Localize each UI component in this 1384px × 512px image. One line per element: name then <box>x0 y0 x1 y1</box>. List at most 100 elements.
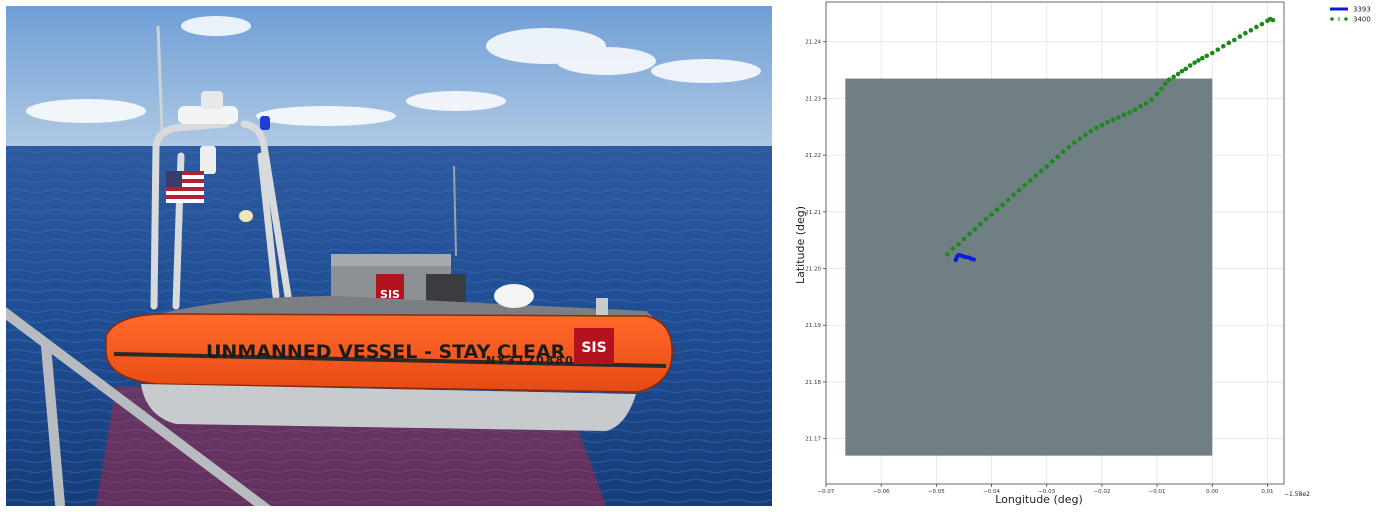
series-3400-point <box>1204 53 1210 59</box>
deck-post <box>596 298 608 318</box>
x-offset-label: −1.58e2 <box>1284 491 1310 498</box>
mast-light <box>239 210 253 222</box>
series-3400-point <box>1232 37 1237 43</box>
series-3400-point <box>983 216 989 222</box>
series-3400-point <box>1000 202 1005 208</box>
x-tick-label: −0.01 <box>1149 489 1166 495</box>
series-3400-point <box>1083 132 1088 137</box>
series-3400-point <box>1175 71 1181 77</box>
beacon-light <box>260 116 270 130</box>
series-3400-point <box>989 212 994 217</box>
hull-collar <box>105 313 673 393</box>
series-3400-point <box>1060 149 1066 155</box>
track-plot: −0.07 −0.06 −0.05 −0.04 −0.03 −0.02 −0.01 0.00 0… <box>790 0 1384 508</box>
y-tick-label: 21.17 <box>805 437 821 443</box>
series-3400-point <box>1110 117 1116 123</box>
series-3400-point <box>1105 119 1110 125</box>
vessel-photo: SIS UNMANNED VESSEL - STAY CLEAR NY31208… <box>6 6 772 506</box>
series-3400-point <box>1215 47 1221 52</box>
x-tick-label: −0.03 <box>1038 489 1055 495</box>
hull-logo <box>574 328 614 364</box>
series-3400-point <box>1132 107 1138 113</box>
series-3400-point <box>1254 24 1259 30</box>
x-tick-label: 0.00 <box>1206 489 1219 495</box>
x-tick-label: −0.07 <box>818 489 835 495</box>
series-3400-point <box>1027 178 1033 183</box>
series-layer <box>945 16 1276 263</box>
series-3400-point <box>994 207 1000 212</box>
region-layer <box>845 78 1213 456</box>
x-tick-label: −0.05 <box>928 489 945 495</box>
x-axis-label: Longitude (deg) <box>995 493 1083 506</box>
series-3400-point <box>1259 21 1265 27</box>
x-tick-label: −0.06 <box>873 489 890 495</box>
series-3400-point <box>1183 66 1189 72</box>
deck-dome <box>494 284 534 308</box>
legend-swatch-3400 <box>1344 17 1348 21</box>
series-3400-point <box>1149 97 1154 102</box>
series-3400-point <box>945 252 950 257</box>
series-3400-point <box>1143 101 1149 106</box>
y-tick-label: 21.23 <box>805 96 821 102</box>
y-tick-label: 21.18 <box>805 380 821 386</box>
series-3400-point <box>1171 74 1176 80</box>
hull-lower <box>141 384 636 431</box>
series-3400-point <box>1072 140 1077 145</box>
engine-logo-text: SIS <box>380 288 400 301</box>
y-tick-label: 21.19 <box>805 323 821 329</box>
x-tick-label: 0.01 <box>1261 489 1273 495</box>
series-3400-point <box>1237 34 1243 39</box>
legend: 3393 3400 <box>1330 6 1371 24</box>
series-3400-point <box>1121 112 1127 118</box>
series-3400-point <box>1066 144 1072 150</box>
x-tick-label: −0.02 <box>1093 489 1110 495</box>
mast-arch <box>150 120 292 310</box>
camera <box>200 146 216 174</box>
clouds <box>26 16 761 126</box>
y-tick-label: 21.24 <box>805 40 821 46</box>
vessel-photo-drawing: SIS UNMANNED VESSEL - STAY CLEAR NY31208… <box>6 6 772 506</box>
legend-label-3400: 3400 <box>1353 16 1371 24</box>
series-3400-point <box>1033 173 1038 178</box>
region-rect <box>845 78 1213 456</box>
series-3400-point <box>1154 91 1160 97</box>
y-tick-label: 21.20 <box>805 267 821 273</box>
series-3400-point <box>1138 104 1143 109</box>
legend-swatch-3400 <box>1330 17 1334 21</box>
series-3400-point <box>1248 28 1254 33</box>
series-3400-point <box>1005 197 1011 203</box>
series-3400-point <box>1226 40 1232 46</box>
series-3400-point <box>1166 77 1172 82</box>
series-3400-point <box>1038 168 1044 174</box>
series-3400-point <box>1055 154 1061 160</box>
series-3400-point <box>1192 60 1197 65</box>
hull-logo-text: SIS <box>581 340 606 356</box>
series-3400-point <box>1077 136 1083 141</box>
series-3400-point <box>1016 187 1022 193</box>
series-3400-point <box>1243 30 1248 36</box>
y-tick-label: 21.22 <box>805 153 821 159</box>
series-3400-point <box>1088 128 1094 134</box>
series-3400-point <box>1099 122 1105 128</box>
antenna <box>156 25 164 132</box>
series-3400-point <box>1049 159 1055 164</box>
legend-label-3393: 3393 <box>1353 6 1371 14</box>
series-3400-point <box>1011 192 1016 198</box>
us-flag <box>166 171 204 203</box>
series-3400-point <box>978 221 983 227</box>
series-3400-point <box>1179 68 1185 74</box>
track-plot-svg: −0.07 −0.06 −0.05 −0.04 −0.03 −0.02 −0.01 0.00 0… <box>794 1 1371 506</box>
series-3400-point <box>1044 164 1050 169</box>
hull-id: NY3120880 <box>486 354 575 367</box>
series-3400-point <box>1209 50 1215 56</box>
series-3393-line <box>953 252 976 263</box>
series-3400-point <box>1187 63 1193 68</box>
plot-frame <box>825 1 1285 485</box>
radar-top <box>201 91 223 109</box>
series-3400-point <box>950 246 956 251</box>
radar-dome <box>178 106 238 124</box>
series-3400-point <box>1196 58 1201 63</box>
y-axis-label: Latitude (deg) <box>794 206 807 284</box>
series-3400-point <box>1270 17 1276 23</box>
series-3400-point <box>1094 125 1099 131</box>
